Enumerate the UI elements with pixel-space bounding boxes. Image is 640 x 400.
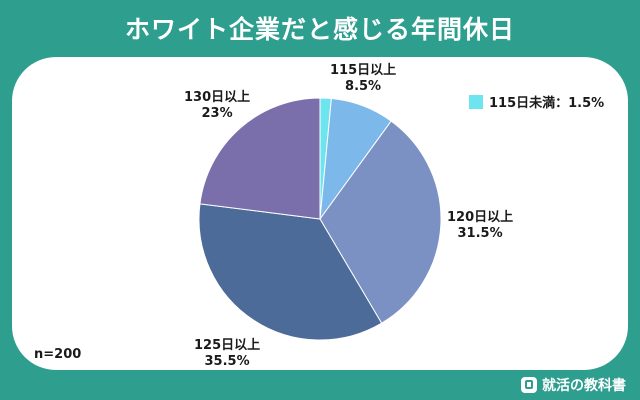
slice-label-115-plus: 115日以上 8.5% [330, 63, 396, 95]
chart-card: 115日以上 8.5% 120日以上 31.5% 125日以上 35.5% 13… [12, 57, 628, 370]
legend: 115日未満：1.5% [469, 92, 604, 111]
slice-label-125-plus-name: 125日以上 [194, 338, 261, 353]
pie-slice-4 [199, 97, 321, 220]
legend-label: 115日未満：1.5% [489, 96, 605, 111]
slice-label-130-plus: 130日以上 23% [184, 90, 250, 122]
slice-label-120-plus-value: 31.5% [457, 226, 503, 241]
slice-label-115-plus-value: 8.5% [345, 79, 382, 94]
sample-size-note: n=200 [34, 347, 82, 362]
slice-label-120-plus: 120日以上 31.5% [447, 210, 513, 242]
slice-label-120-plus-name: 120日以上 [447, 210, 514, 225]
legend-swatch [469, 94, 483, 109]
book-icon [521, 377, 537, 393]
pie-chart [198, 97, 442, 341]
slice-label-130-plus-name: 130日以上 [184, 90, 251, 105]
pie-slice-2 [319, 120, 442, 324]
page-title: ホワイト企業だと感じる年間休日 [124, 15, 515, 44]
pie-slice-3 [198, 203, 383, 341]
brand-name: 就活の教科書 [542, 378, 626, 394]
slice-label-130-plus-value: 23% [201, 106, 233, 121]
slice-label-125-plus-value: 35.5% [204, 354, 250, 369]
slice-label-115-plus-name: 115日以上 [330, 63, 397, 78]
slice-label-125-plus: 125日以上 35.5% [194, 338, 260, 370]
brand-logo: 就活の教科書 [521, 372, 626, 398]
